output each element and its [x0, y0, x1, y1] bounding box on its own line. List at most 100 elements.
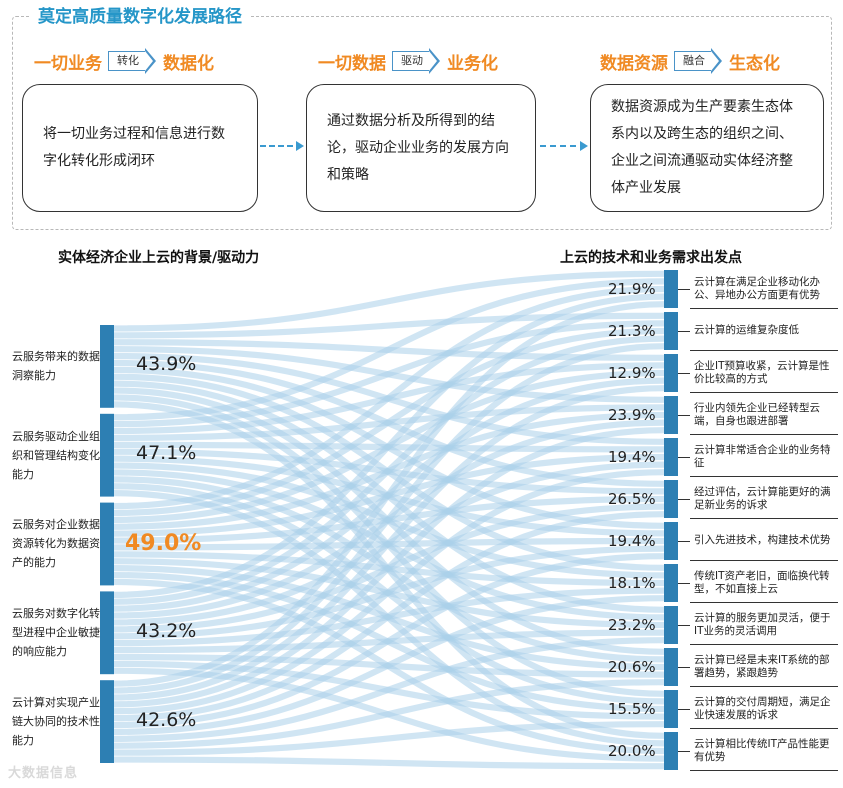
right-node-connector: [678, 289, 690, 290]
stage-2-desc: 通过数据分析及所得到的结论，驱动企业业务的发展方向和策略: [327, 112, 509, 183]
right-node-value: 21.9%: [608, 280, 656, 298]
right-node-bar-9: [664, 648, 678, 686]
flow-4-6: [113, 553, 665, 729]
flow-4-4: [113, 469, 665, 715]
flow-4-3: [113, 427, 665, 708]
right-node-bar-6: [664, 522, 678, 560]
right-node-value: 19.4%: [608, 532, 656, 550]
right-node-bar-3: [664, 396, 678, 434]
flow-2-1: [113, 327, 665, 517]
flow-4-5: [113, 511, 665, 722]
left-node-bar-4: [100, 680, 114, 763]
right-node-value: 19.4%: [608, 448, 656, 466]
right-section-title: 上云的技术和业务需求出发点: [560, 250, 742, 266]
right-node-bar-10: [664, 690, 678, 728]
sankey-flows: [113, 270, 665, 770]
right-node-connector: [678, 625, 690, 626]
right-node-connector: [678, 583, 690, 584]
flow-4-9: [113, 679, 665, 749]
flow-4-11: [113, 756, 665, 770]
stage-2-to: 业务化: [447, 53, 498, 74]
right-node-connector: [678, 457, 690, 458]
stage-1-to: 数据化: [163, 53, 214, 74]
left-node-bar-0: [100, 325, 114, 408]
left-node-value: 47.1%: [136, 442, 197, 465]
page-title: 莫定高质量数字化发展路径: [30, 6, 250, 28]
flow-arrow-1: [260, 141, 304, 151]
flow-arrow-2: [540, 141, 588, 151]
right-node-bar-5: [664, 480, 678, 518]
stage-2-heading: 一切数据 驱动 业务化: [318, 48, 498, 74]
left-node-bar-2: [100, 502, 114, 586]
flow-4-2: [113, 385, 665, 701]
right-node-bar-4: [664, 438, 678, 476]
right-node-bar-1: [664, 312, 678, 350]
right-node-value: 23.9%: [608, 406, 656, 424]
right-node-label: 云计算的服务更加灵活，便于IT业务的灵活调用: [690, 605, 838, 645]
flow-2-0: [113, 285, 665, 510]
right-node-value: 20.6%: [608, 658, 656, 676]
flow-1-1: [113, 320, 665, 428]
flow-0-1: [113, 312, 665, 339]
stage-2-from: 一切数据: [318, 53, 386, 74]
right-node-label: 经过评估，云计算能更好的满足新业务的诉求: [690, 479, 838, 519]
right-node-connector: [678, 373, 690, 374]
flow-4-0: [113, 301, 665, 687]
watermark: 大数据信息: [8, 766, 79, 781]
roadmap-frame: [12, 16, 832, 230]
stage-3-from: 数据资源: [600, 53, 668, 74]
right-node-connector: [678, 331, 690, 332]
left-node-value: 42.6%: [136, 708, 197, 731]
right-node-value: 23.2%: [608, 616, 656, 634]
right-node-label: 引入先进技术，构建技术优势: [690, 521, 838, 561]
flow-4-1: [113, 343, 665, 694]
right-node-label: 云计算的运维复杂度低: [690, 311, 838, 351]
flow-1-0: [113, 278, 665, 421]
left-node-label: 云计算对实现产业链大协同的技术性能力: [12, 696, 100, 748]
stage-1-arrow: 转化: [108, 48, 156, 74]
right-node-connector: [678, 751, 690, 752]
flow-3-1: [113, 335, 665, 605]
right-node-bar-7: [664, 564, 678, 602]
right-node-label: 行业内领先企业已经转型云端，自身也跟进部署: [690, 395, 838, 435]
right-node-value: 21.3%: [608, 322, 656, 340]
right-node-connector: [678, 499, 690, 500]
flow-4-7: [113, 595, 665, 736]
right-node-bar-8: [664, 606, 678, 644]
left-node-value: 43.2%: [136, 619, 197, 642]
right-node-value: 26.5%: [608, 490, 656, 508]
right-node-label: 云计算在满足企业移动化办公、异地办公方面更有优势: [690, 269, 838, 309]
left-node-bar-3: [100, 591, 114, 675]
left-node-value: 43.9%: [136, 353, 197, 376]
stage-3-arrow: 融合: [674, 48, 722, 74]
flow-4-8: [113, 637, 665, 742]
right-node-connector: [678, 667, 690, 668]
flow-0-0: [113, 270, 665, 332]
stage-3-box: 数据资源成为生产要素生态体系内以及跨生态的组织之间、企业之间流通驱动实体经济整体…: [590, 84, 824, 212]
right-node-bar-0: [664, 270, 678, 308]
right-node-value: 12.9%: [608, 364, 656, 382]
right-node-connector: [678, 415, 690, 416]
flow-4-10: [113, 721, 665, 756]
right-node-label: 云计算相比传统IT产品性能更有优势: [690, 731, 838, 771]
stage-2-arrow: 驱动: [392, 48, 440, 74]
right-node-value: 18.1%: [608, 574, 656, 592]
left-node-value: 49.0%: [125, 531, 202, 556]
right-node-label: 传统IT资产老旧，面临换代转型，不如直接上云: [690, 563, 838, 603]
left-node-label: 云服务对企业数据资源转化为数据资产的能力: [12, 518, 100, 570]
right-node-connector: [678, 541, 690, 542]
right-node-bar-11: [664, 732, 678, 770]
stage-1-heading: 一切业务 转化 数据化: [34, 48, 214, 74]
left-node-label: 云服务驱动企业组织和管理结构变化能力: [12, 429, 100, 481]
left-node-label: 云服务带来的数据洞察能力: [12, 350, 100, 383]
right-node-bar-2: [664, 354, 678, 392]
stage-3-desc: 数据资源成为生产要素生态体系内以及跨生态的组织之间、企业之间流通驱动实体经济整体…: [611, 99, 793, 196]
stage-1-desc: 将一切业务过程和信息进行数字化转化形成闭环: [43, 126, 225, 169]
right-node-value: 15.5%: [608, 700, 656, 718]
right-node-label: 云计算的交付周期短，满足企业快速发展的诉求: [690, 689, 838, 729]
right-node-label: 企业IT预算收紧，云计算是性价比较高的方式: [690, 353, 838, 393]
right-node-value: 20.0%: [608, 742, 656, 760]
stage-3-heading: 数据资源 融合 生态化: [600, 48, 780, 74]
right-node-label: 云计算已经是未来IT系统的部署趋势，紧跟趋势: [690, 647, 838, 687]
